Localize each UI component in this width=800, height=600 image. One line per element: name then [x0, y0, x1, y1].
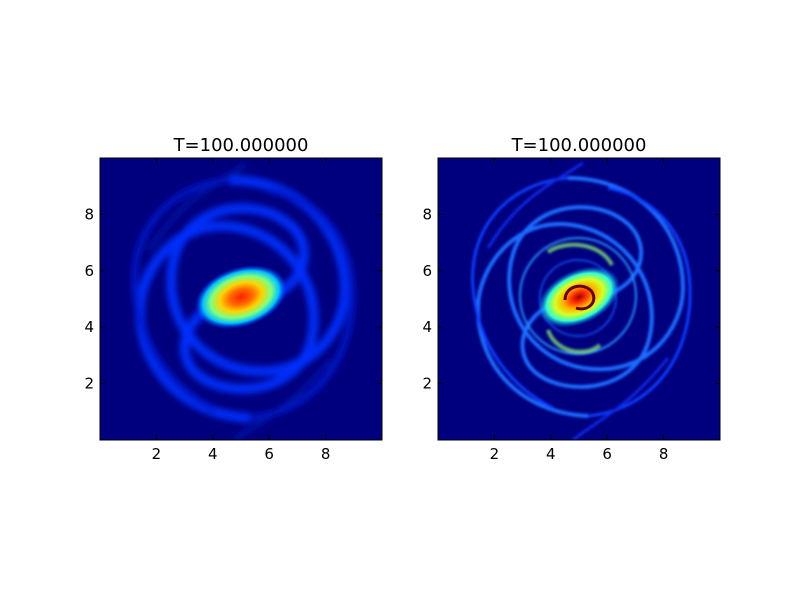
x-tick-label: 6	[602, 445, 612, 463]
vortex-core	[537, 266, 621, 328]
y-tick-label: 8	[84, 205, 94, 223]
y-tick-label: 4	[84, 318, 94, 336]
y-tick-label: 4	[422, 318, 432, 336]
y-tick-label: 2	[422, 375, 432, 393]
x-tick-label: 6	[264, 445, 274, 463]
x-tick-label: 2	[490, 445, 500, 463]
x-tick-label: 4	[208, 445, 218, 463]
y-tick-label: 8	[422, 205, 432, 223]
spiral-arms	[131, 162, 356, 440]
heatmap-field	[438, 158, 720, 440]
panel-title: T=100.000000	[511, 135, 647, 156]
vortex-core	[194, 264, 288, 330]
panel-title: T=100.000000	[173, 135, 309, 156]
x-tick-label: 8	[321, 445, 331, 463]
heatmap-panel-left: T=100.000000 2 4 6 8 2 4 6 8	[84, 135, 383, 463]
heatmap-panel-right: T=100.000000 2 4 6 8 2 4 6 8	[422, 135, 721, 463]
x-tick-label: 4	[546, 445, 556, 463]
y-tick-label: 2	[84, 375, 94, 393]
axes-frame	[437, 157, 721, 441]
heatmap-field	[100, 158, 382, 440]
y-tick-label: 6	[84, 262, 94, 280]
x-tick-label: 2	[152, 445, 162, 463]
vortex-core-spiral	[563, 284, 596, 311]
axis-ticks: 2 4 6 8 2 4 6 8	[422, 158, 720, 463]
axes-frame	[99, 157, 383, 441]
y-tick-label: 6	[422, 262, 432, 280]
x-tick-label: 8	[659, 445, 669, 463]
spiral-arms	[471, 161, 692, 440]
axis-ticks: 2 4 6 8 2 4 6 8	[84, 158, 382, 463]
